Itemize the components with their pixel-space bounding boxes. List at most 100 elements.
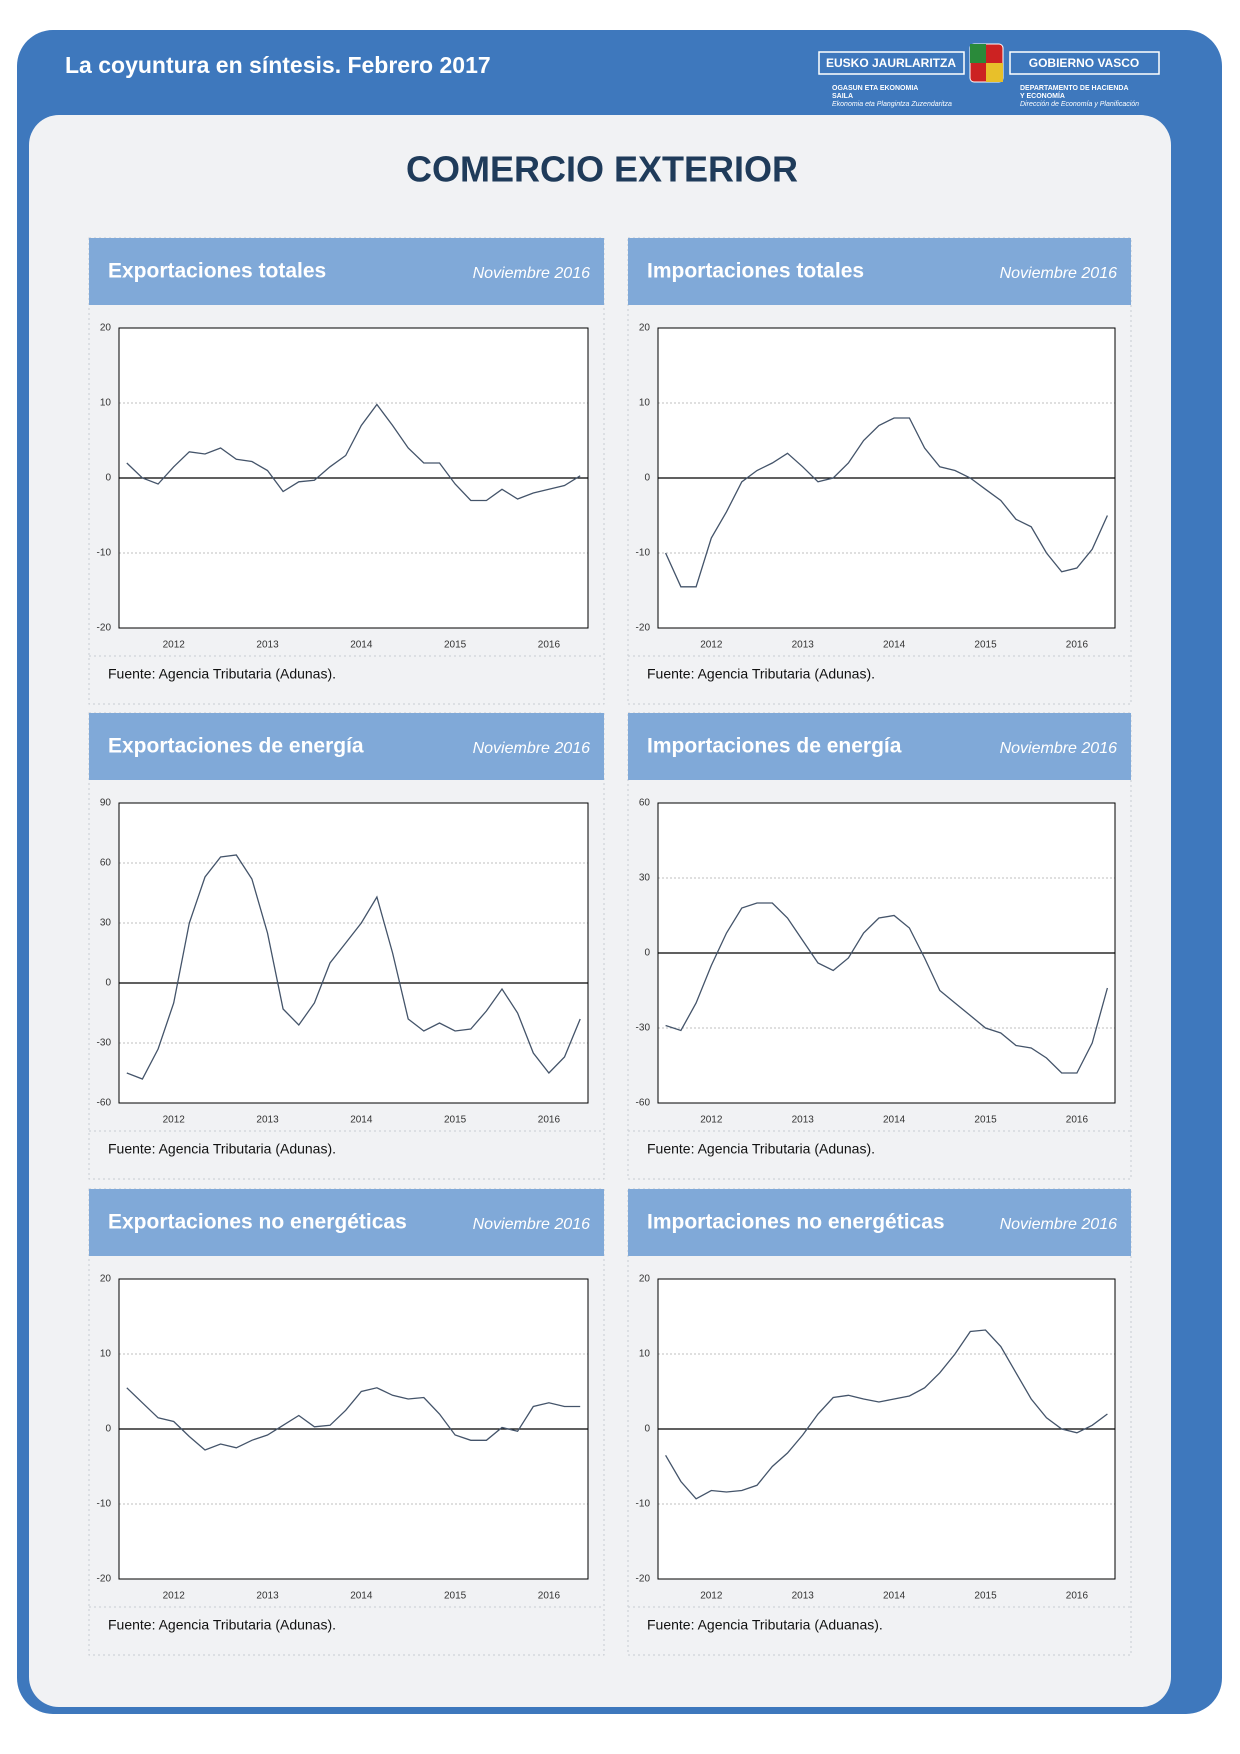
x-tick-label: 2014 [350,1115,373,1126]
logo-left-name: EUSKO JAURLARITZA [826,56,956,70]
chart-source: Fuente: Agencia Tributaria (Aduanas). [647,1617,883,1633]
y-tick-label: 30 [100,918,112,929]
logo-shield-part [986,63,1003,82]
x-tick-label: 2015 [974,640,997,651]
y-tick-label: 0 [105,1424,111,1435]
y-tick-label: 20 [639,1274,651,1285]
chart-header [628,238,1131,305]
data-line [665,1329,1108,1500]
chart-title: Exportaciones totales [108,260,326,283]
chart-date: Noviembre 2016 [1000,265,1118,282]
header-title: La coyuntura en síntesis. Febrero 2017 [65,52,491,78]
x-tick-label: 2012 [700,1591,723,1602]
chart-header [628,713,1131,780]
plot-frame [118,1278,589,1580]
x-tick-label: 2013 [256,1115,279,1126]
chart-header [89,238,604,305]
y-tick-label: 10 [100,1349,112,1360]
logo-left-line: SAILA [832,93,853,100]
y-tick-label: -60 [97,1098,112,1109]
x-tick-label: 2016 [538,640,561,651]
x-tick-label: 2012 [163,640,186,651]
chart-source: Fuente: Agencia Tributaria (Adunas). [108,666,336,682]
x-tick-label: 2012 [163,1591,186,1602]
data-line [126,1387,581,1451]
y-tick-label: 10 [100,398,112,409]
x-tick-label: 2015 [974,1591,997,1602]
chart-header [89,1189,604,1256]
x-tick-label: 2016 [1066,1115,1089,1126]
x-tick-label: 2013 [792,1591,815,1602]
y-tick-label: 10 [639,398,651,409]
x-tick-label: 2013 [792,1115,815,1126]
y-tick-label: -20 [636,1574,651,1585]
chart-date: Noviembre 2016 [1000,740,1118,757]
x-tick-label: 2014 [883,1591,906,1602]
y-tick-label: 0 [644,473,650,484]
x-tick-label: 2013 [256,1591,279,1602]
logo-box [818,51,965,75]
logo-right-line: Dirección de Economía y Planificación [1020,101,1139,108]
page-title: COMERCIO EXTERIOR [406,149,798,190]
chart-date: Noviembre 2016 [1000,1216,1118,1233]
x-tick-label: 2014 [350,1591,373,1602]
x-tick-label: 2014 [883,1115,906,1126]
chart-header [89,713,604,780]
y-tick-label: 90 [100,798,112,809]
chart-source: Fuente: Agencia Tributaria (Adunas). [108,1617,336,1633]
chart-source: Fuente: Agencia Tributaria (Adunas). [647,1141,875,1157]
logo-right-line: Y ECONOMÍA [1020,91,1065,100]
y-tick-label: -30 [97,1038,112,1049]
chart-title: Importaciones de energía [647,735,902,758]
chart-source: Fuente: Agencia Tributaria (Adunas). [647,666,875,682]
logo-right-name: GOBIERNO VASCO [1029,56,1139,70]
y-tick-label: 0 [644,1424,650,1435]
chart-title: Exportaciones de energía [108,735,364,758]
y-tick-label: 0 [644,948,650,959]
plot-frame [118,327,589,629]
y-tick-label: 20 [100,1274,112,1285]
data-line [665,417,1108,588]
y-tick-label: 20 [639,323,651,334]
y-tick-label: -20 [97,623,112,634]
x-tick-label: 2014 [350,640,373,651]
x-tick-label: 2015 [974,1115,997,1126]
data-line [126,403,581,502]
x-tick-label: 2013 [792,640,815,651]
x-tick-label: 2015 [444,1115,467,1126]
y-tick-label: -10 [97,1499,112,1510]
logo-left-line: OGASUN ETA EKONOMIA [832,85,918,92]
y-tick-label: -20 [97,1574,112,1585]
y-tick-label: -30 [636,1023,651,1034]
y-tick-label: -60 [636,1098,651,1109]
chart-title: Importaciones totales [647,260,864,283]
y-tick-label: 30 [639,873,651,884]
plot-frame [118,802,589,1104]
chart-date: Noviembre 2016 [473,265,591,282]
y-tick-label: -10 [97,548,112,559]
logo-box [1009,51,1160,75]
y-tick-label: -20 [636,623,651,634]
y-tick-label: 60 [639,798,651,809]
x-tick-label: 2013 [256,640,279,651]
x-tick-label: 2016 [1066,640,1089,651]
data-line [665,902,1109,1074]
x-tick-label: 2015 [444,640,467,651]
x-tick-label: 2016 [538,1591,561,1602]
x-tick-label: 2016 [538,1115,561,1126]
chart-title: Exportaciones no energéticas [108,1211,407,1234]
y-tick-label: 20 [100,323,112,334]
chart-title: Importaciones no energéticas [647,1211,945,1234]
x-tick-label: 2016 [1066,1591,1089,1602]
chart-header [628,1189,1131,1256]
y-tick-label: 10 [639,1349,651,1360]
logo-left-line: Ekonomia eta Plangintza Zuzendaritza [832,101,952,108]
y-tick-label: 60 [100,858,112,869]
chart-date: Noviembre 2016 [473,740,591,757]
chart-date: Noviembre 2016 [473,1216,591,1233]
plot-frame [657,1278,1116,1580]
x-tick-label: 2014 [883,640,906,651]
plot-area [119,803,588,1103]
